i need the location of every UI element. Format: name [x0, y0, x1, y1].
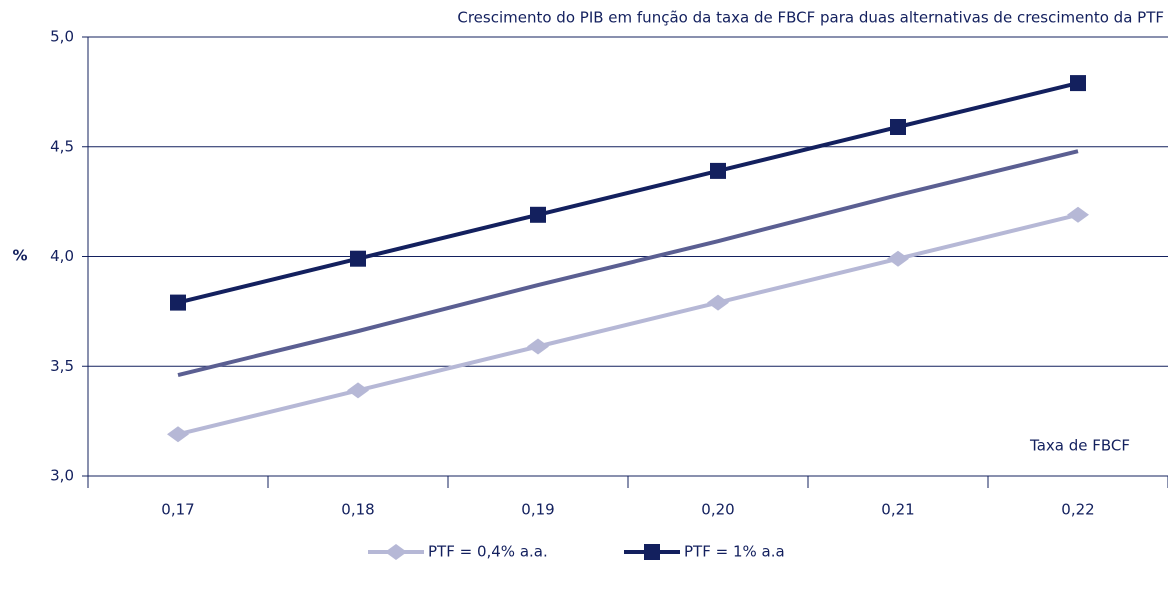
- point: [890, 118, 906, 135]
- y-tick-label: 4,5: [50, 137, 74, 155]
- x-tick-label: 0,18: [341, 501, 374, 519]
- legend-label: PTF = 0,4% a.a.: [428, 543, 548, 561]
- point: [1070, 75, 1086, 92]
- x-tick-label: 0,20: [701, 501, 734, 519]
- x-tick-label: 0,21: [881, 501, 914, 519]
- y-tick-label: 3,5: [50, 357, 74, 375]
- point: [527, 338, 549, 355]
- x-tick-label: 0,22: [1061, 501, 1094, 519]
- point: [170, 294, 186, 311]
- point: [644, 544, 660, 560]
- line: [177, 149, 1079, 377]
- x-axis-label: Taxa de FBCF: [1029, 437, 1130, 455]
- y-tick-label: 4,0: [50, 247, 74, 265]
- legend-label: PTF = 1% a.a: [684, 543, 785, 561]
- x-tick-label: 0,19: [521, 501, 554, 519]
- point: [707, 294, 729, 311]
- x-tick-label: 0,17: [161, 501, 194, 519]
- point: [347, 382, 369, 399]
- point: [530, 206, 546, 223]
- line: [177, 81, 1079, 305]
- y-tick-label: 3,0: [50, 467, 74, 485]
- point: [385, 544, 407, 560]
- line: [177, 212, 1079, 437]
- point: [350, 250, 366, 267]
- point: [167, 426, 189, 443]
- y-tick-label: 5,0: [50, 28, 74, 46]
- chart-title: Crescimento do PIB em função da taxa de …: [457, 9, 1164, 27]
- point: [887, 250, 909, 267]
- point: [710, 162, 726, 179]
- point: [1067, 206, 1089, 223]
- y-axis-label: %: [12, 247, 27, 265]
